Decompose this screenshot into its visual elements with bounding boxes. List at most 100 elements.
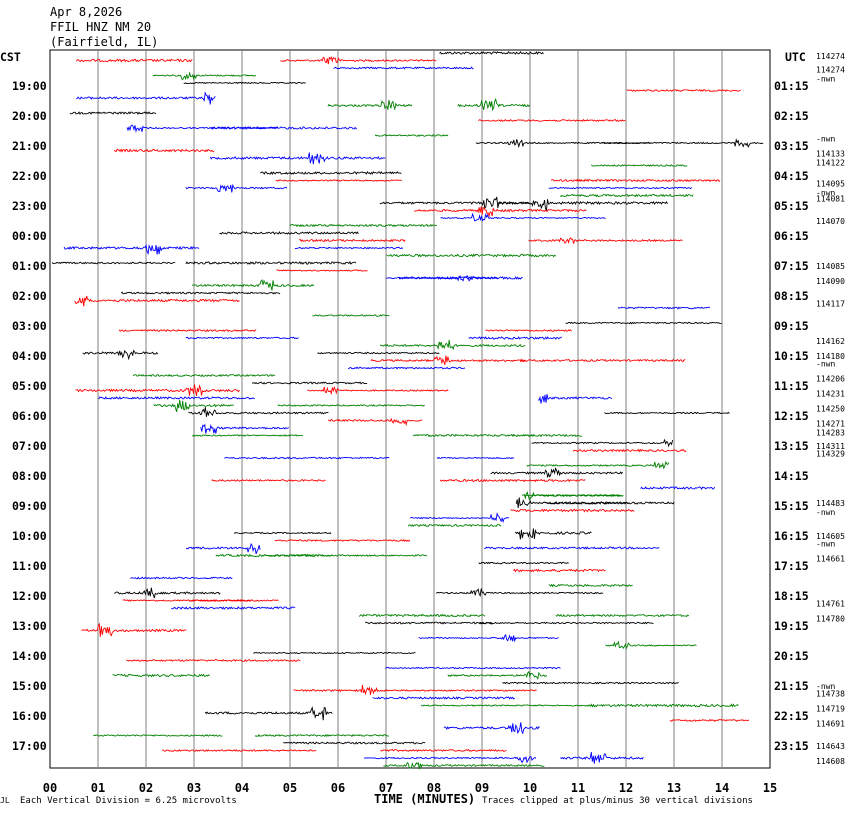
trace-segment bbox=[126, 659, 301, 662]
left-tick-23:00: 23:00 bbox=[12, 199, 47, 213]
left-tick-01:00: 01:00 bbox=[12, 259, 47, 273]
trace-segment bbox=[374, 134, 449, 137]
right-tick-16:15: 16:15 bbox=[774, 529, 809, 543]
trace-segment bbox=[497, 199, 668, 212]
left-tick-21:00: 21:00 bbox=[12, 139, 47, 153]
right-annotation: 114231 bbox=[816, 390, 845, 399]
trace-segment bbox=[515, 528, 592, 540]
trace-segment bbox=[572, 448, 687, 453]
right-annotation: 114605 bbox=[816, 532, 845, 541]
trace-segment bbox=[439, 51, 544, 56]
right-annotation: 114738 bbox=[816, 690, 845, 699]
trace-segment bbox=[560, 752, 644, 764]
right-annotation: 114206 bbox=[816, 375, 845, 384]
trace-segment bbox=[200, 423, 290, 434]
left-time-labels: 19:00 20:00 21:00 22:00 23:00 00:00 01:00 02:00… bbox=[12, 79, 47, 753]
trace-segment bbox=[420, 704, 593, 707]
trace-segment bbox=[252, 381, 368, 385]
right-tick-01:15: 01:15 bbox=[774, 79, 809, 93]
right-annotation: 114122 bbox=[816, 159, 845, 168]
right-tick-05:15: 05:15 bbox=[774, 199, 809, 213]
right-annotation: 114085 bbox=[816, 262, 845, 271]
trace-segment bbox=[132, 373, 276, 378]
trace-segment bbox=[264, 554, 428, 557]
right-annotation: 114081 bbox=[816, 195, 845, 204]
trace-segment bbox=[204, 705, 333, 721]
x-tick-11: 11 bbox=[571, 781, 585, 795]
right-tick-17:15: 17:15 bbox=[774, 559, 809, 573]
right-tick-06:15: 06:15 bbox=[774, 229, 809, 243]
trace-segment bbox=[385, 666, 561, 670]
left-tick-06:00: 06:00 bbox=[12, 409, 47, 423]
right-annotation: 114180 bbox=[816, 352, 845, 361]
right-tick-21:15: 21:15 bbox=[774, 679, 809, 693]
trace-segment bbox=[590, 164, 688, 167]
trace-segment bbox=[478, 561, 569, 565]
right-tick-03:15: 03:15 bbox=[774, 139, 809, 153]
trace-segment bbox=[669, 718, 750, 722]
trace-segment bbox=[626, 89, 741, 92]
x-tick-09: 09 bbox=[475, 781, 489, 795]
trace-segment bbox=[98, 396, 255, 400]
x-axis-title: TIME (MINUTES) bbox=[374, 792, 475, 806]
x-tick-10: 10 bbox=[523, 781, 537, 795]
trace-segment bbox=[443, 722, 540, 735]
trace-segment bbox=[293, 684, 388, 696]
trace-segment bbox=[185, 183, 288, 193]
right-annotation: 114691 bbox=[816, 720, 845, 729]
trace-segment bbox=[211, 479, 326, 482]
left-tick-16:00: 16:00 bbox=[12, 709, 47, 723]
left-tick-20:00: 20:00 bbox=[12, 109, 47, 123]
trace-segment bbox=[436, 456, 515, 460]
trace-segment bbox=[327, 417, 423, 427]
trace-segment bbox=[210, 125, 358, 130]
trace-segment bbox=[435, 588, 604, 598]
right-annotation: -nwn bbox=[816, 189, 835, 198]
trace-segment bbox=[521, 493, 623, 498]
right-tick-10:15: 10:15 bbox=[774, 349, 809, 363]
trace-segment bbox=[365, 621, 494, 625]
right-annotation: 114283 bbox=[816, 429, 845, 438]
trace-segment bbox=[188, 407, 329, 417]
right-annotation: 114761 bbox=[816, 600, 845, 609]
x-tick-08: 08 bbox=[427, 781, 441, 795]
right-annotation: 114608 bbox=[816, 757, 845, 766]
trace-segment bbox=[502, 681, 679, 685]
trace-segment bbox=[418, 634, 559, 643]
trace-segment bbox=[548, 186, 692, 190]
trace-segment bbox=[550, 178, 721, 183]
trace-segment bbox=[548, 583, 633, 588]
trace-segment bbox=[370, 355, 526, 365]
trace-segment bbox=[475, 139, 651, 149]
trace-segment bbox=[118, 328, 257, 333]
header-station: FFIL HNZ NM 20 bbox=[50, 20, 151, 34]
right-tick-02:15: 02:15 bbox=[774, 109, 809, 123]
right-annotation: 114643 bbox=[816, 742, 845, 751]
left-tick-04:00: 04:00 bbox=[12, 349, 47, 363]
trace-segment bbox=[363, 755, 537, 764]
x-tick-01: 01 bbox=[91, 781, 105, 795]
trace-segment bbox=[69, 111, 157, 115]
trace-segment bbox=[299, 238, 406, 243]
trace-segment bbox=[559, 193, 694, 198]
trace-segment bbox=[379, 339, 526, 351]
trace-segment bbox=[379, 196, 530, 210]
trace-segment bbox=[347, 366, 466, 370]
left-tick-10:00: 10:00 bbox=[12, 529, 47, 543]
corner-mark: JL bbox=[0, 796, 10, 805]
trace-segment bbox=[410, 512, 510, 524]
trace-segment bbox=[152, 71, 257, 81]
right-tick-12:15: 12:15 bbox=[774, 409, 809, 423]
trace-segment bbox=[224, 456, 390, 460]
trace-segment bbox=[113, 148, 215, 153]
trace-segment bbox=[215, 553, 334, 558]
trace-segment bbox=[383, 761, 545, 770]
trace-segment bbox=[384, 689, 537, 692]
trace-segment bbox=[447, 670, 548, 681]
left-tick-00:00: 00:00 bbox=[12, 229, 47, 243]
right-tick-09:15: 09:15 bbox=[774, 319, 809, 333]
trace-segment bbox=[317, 351, 440, 355]
grid-lines bbox=[97, 50, 723, 768]
right-annotations: 114274114274-nwn-nwn114133114122114095-n… bbox=[816, 52, 845, 766]
trace-segment bbox=[605, 640, 697, 650]
